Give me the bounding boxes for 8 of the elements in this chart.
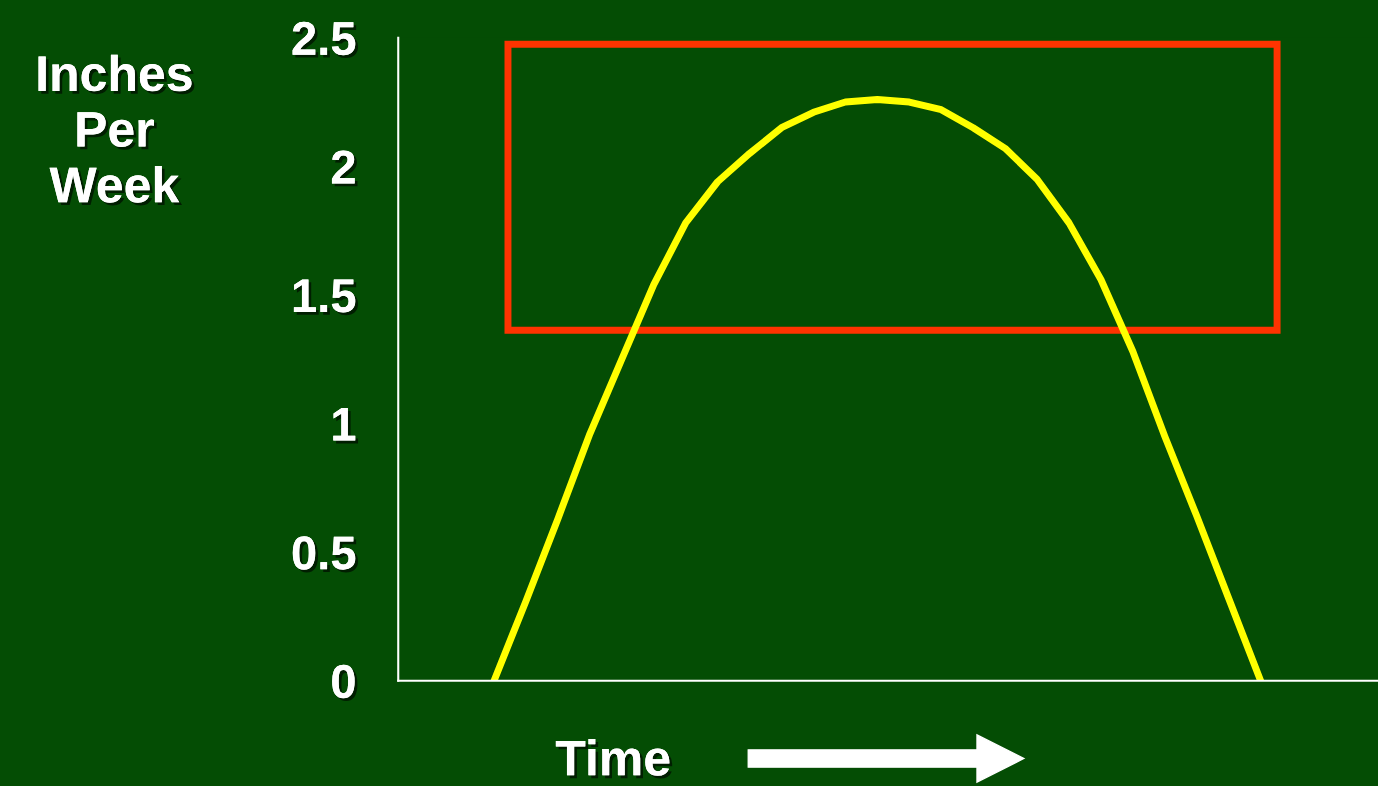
y-tick-label: 0.5	[292, 536, 359, 573]
y-tick-label: 2	[331, 150, 358, 187]
y-tick-label: 1.5	[293, 279, 359, 316]
x-axis-title: Time	[555, 739, 673, 779]
y-tick-label: 2.5	[292, 21, 359, 59]
y-tick-label: 1	[333, 408, 359, 444]
y-axis-title: Inches Per Week	[38, 54, 195, 206]
y-tick-label: 0	[332, 664, 358, 702]
